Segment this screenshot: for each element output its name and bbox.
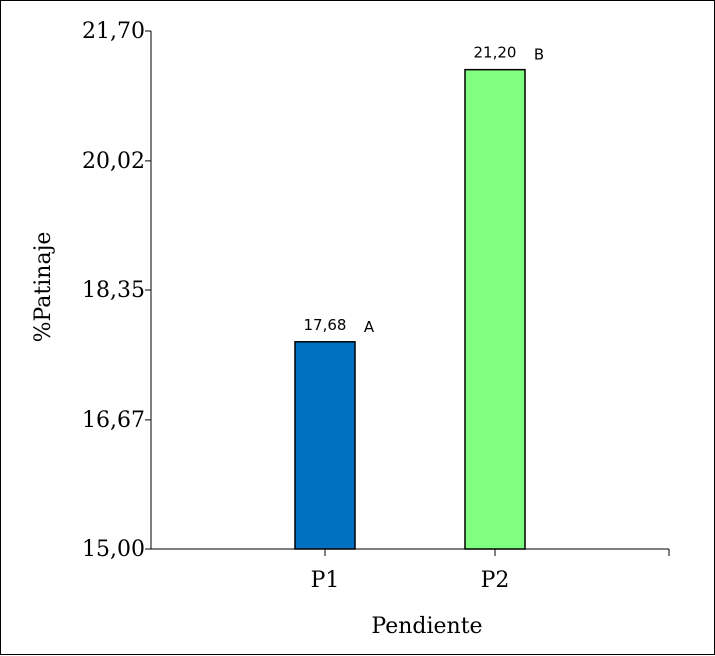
significance-letter: B: [534, 46, 544, 64]
data-label: 17,68: [304, 316, 347, 334]
bars: [294, 68, 526, 550]
y-axis: 15,00 16,67 18,35 20,02 21,70: [82, 19, 152, 562]
y-tick-label: 20,02: [82, 149, 145, 174]
x-axis-title: Pendiente: [371, 614, 482, 639]
x-tick-label: P1: [311, 568, 340, 593]
bar-p2: [464, 68, 526, 550]
y-tick-label: 16,67: [82, 408, 145, 433]
x-tick-label: P2: [481, 568, 510, 593]
data-labels: 17,68 A 21,20 B: [304, 44, 545, 336]
y-axis-title: %Patinaje: [31, 232, 56, 343]
x-axis: P1 P2: [151, 548, 670, 593]
data-label: 21,20: [474, 44, 517, 62]
significance-letter: A: [364, 318, 375, 336]
y-tick-label: 21,70: [82, 19, 145, 44]
y-tick-label: 15,00: [82, 537, 145, 562]
y-tick-label: 18,35: [82, 278, 145, 303]
bar-p1: [294, 341, 356, 550]
